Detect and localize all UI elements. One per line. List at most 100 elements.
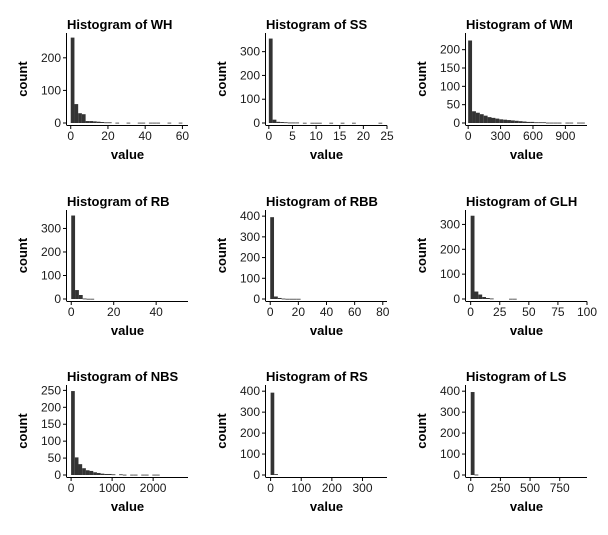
histogram-bar-wm-21	[549, 122, 554, 124]
y-tick-label-nbs-1: 50	[48, 451, 62, 465]
histogram-bar-wm-2	[475, 112, 480, 123]
histogram-bar-nbs-14	[130, 474, 134, 476]
y-axis-label-nbs: count	[15, 413, 30, 449]
histogram-bar-rbb-2	[277, 297, 282, 299]
histogram-bar-ss-1	[272, 119, 277, 123]
histogram-bar-wm-14	[522, 121, 527, 123]
y-axis-label-rb: count	[15, 237, 30, 273]
x-axis-label-rb: value	[111, 323, 144, 338]
histogram-bar-nbs-12	[119, 474, 123, 476]
histogram-bar-ss-9	[310, 122, 315, 124]
histogram-bar-wm-11	[510, 120, 515, 123]
panel-nbs: Histogram of NBS 0 50 100 150 200 250 0 1000 2000…	[15, 369, 188, 514]
histogram-bar-wh-1	[74, 104, 79, 123]
histogram-bar-wh-13	[137, 122, 142, 124]
histogram-bar-ss-6	[291, 122, 296, 124]
panel-glh: Histogram of GLH 0 100 200 300 0 25 50 75 100 valu…	[414, 194, 597, 338]
histogram-bar-rbb-0	[270, 217, 275, 299]
histogram-bar-nbs-3	[82, 468, 86, 475]
chart-title-rb: Histogram of RB	[67, 194, 170, 209]
histogram-bar-wh-6	[93, 121, 97, 123]
chart-title-wm: Histogram of WM	[466, 17, 573, 32]
x-tick-label-glh-2: 50	[522, 305, 536, 319]
y-tick-label-nbs-4: 200	[41, 400, 61, 414]
panel-wh: Histogram of WH 0 100 200 0 20 40 60 value count	[15, 17, 189, 162]
y-tick-label-rbb-4: 400	[240, 209, 260, 223]
y-tick-label-nbs-5: 250	[41, 383, 61, 397]
y-tick-label-wm-1: 50	[447, 98, 461, 112]
x-tick-label-rbb-3: 60	[348, 305, 362, 319]
histogram-bar-ss-5	[287, 122, 292, 124]
x-tick-label-wh-2: 40	[139, 129, 153, 143]
histogram-bar-wm-5	[487, 117, 492, 123]
y-tick-label-wm-2: 100	[440, 79, 460, 93]
y-tick-label-wh-0: 0	[54, 116, 61, 130]
panel-rbb: Histogram of RBB 0 100 200 300 400 0 20 40 60 80 va…	[214, 194, 390, 338]
y-tick-label-glh-1: 100	[440, 267, 460, 281]
x-tick-label-rb-2: 40	[149, 305, 163, 319]
y-axis-label-rbb: count	[214, 237, 229, 273]
y-tick-label-rb-3: 300	[41, 221, 61, 235]
histogram-bar-rbb-6	[293, 298, 297, 300]
histogram-bar-rbb-5	[289, 298, 294, 300]
y-tick-label-wh-1: 100	[41, 83, 61, 97]
y-tick-label-rs-3: 300	[240, 405, 260, 419]
y-tick-label-ls-2: 200	[440, 426, 460, 440]
histogram-bar-ss-11	[317, 122, 322, 124]
histogram-bar-nbs-18	[152, 474, 157, 476]
histogram-bar-nbs-1	[74, 457, 79, 475]
histogram-bar-wm-15	[526, 121, 531, 123]
x-tick-label-wm-1: 300	[491, 129, 511, 143]
histogram-bar-nbs-6	[93, 472, 97, 475]
histogram-bar-rb-0	[71, 215, 76, 299]
x-tick-label-wh-0: 0	[67, 129, 74, 143]
y-tick-label-wh-2: 200	[41, 51, 61, 65]
histogram-bar-rbb-3	[281, 298, 286, 300]
y-tick-label-ss-1: 100	[240, 92, 260, 106]
y-tick-label-rb-0: 0	[54, 292, 61, 306]
histogram-bar-ss-3	[280, 122, 284, 123]
x-tick-label-rbb-2: 40	[320, 305, 334, 319]
histogram-bar-rb-2	[78, 295, 83, 299]
x-axis-label-rs: value	[310, 499, 343, 514]
histogram-bar-wm-9	[503, 119, 508, 123]
histogram-bar-ss-4	[283, 122, 288, 124]
panel-rs: Histogram of RS 0 100 200 300 400 0 100 200 300 va…	[214, 369, 387, 514]
y-tick-label-wm-3: 150	[440, 61, 460, 75]
histogram-bar-wm-16	[530, 121, 535, 123]
x-tick-label-glh-1: 25	[493, 305, 507, 319]
histogram-bar-ss-2	[276, 121, 281, 123]
histogram-bar-wh-18	[167, 122, 172, 124]
histogram-bar-wm-23	[557, 122, 562, 124]
chart-title-glh: Histogram of GLH	[466, 194, 577, 209]
histogram-bar-wh-5	[89, 121, 94, 123]
x-tick-label-glh-4: 100	[577, 305, 597, 319]
x-axis-label-rbb: value	[310, 323, 343, 338]
y-tick-label-ss-3: 300	[240, 45, 260, 59]
x-tick-label-glh-0: 0	[467, 305, 474, 319]
x-tick-label-rs-0: 0	[267, 481, 274, 495]
histogram-bar-wh-9	[104, 122, 108, 124]
histogram-bar-nbs-8	[100, 473, 105, 475]
y-tick-label-ls-0: 0	[453, 468, 460, 482]
histogram-bar-nbs-9	[104, 473, 109, 475]
histogram-bar-wm-13	[518, 121, 523, 123]
y-tick-label-glh-2: 200	[440, 242, 460, 256]
y-axis-label-wh: count	[15, 61, 30, 97]
y-tick-label-rbb-3: 300	[240, 230, 260, 244]
chart-title-rs: Histogram of RS	[266, 369, 368, 384]
y-tick-label-wm-4: 200	[440, 43, 460, 57]
y-tick-label-ls-3: 300	[440, 405, 460, 419]
x-tick-label-nbs-2: 2000	[140, 481, 167, 495]
x-tick-label-ss-3: 15	[333, 129, 347, 143]
histogram-bar-nbs-4	[85, 470, 90, 475]
histogram-bar-rb-4	[86, 298, 91, 300]
x-axis-label-nbs: value	[111, 499, 144, 514]
histogram-bar-rb-1	[75, 290, 79, 299]
histogram-bar-nbs-0	[71, 391, 75, 475]
x-tick-label-rb-1: 20	[107, 305, 121, 319]
panel-ls: Histogram of LS 0 100 200 300 400 0 250 500 750 va…	[414, 369, 587, 514]
histogram-bar-wm-0	[468, 40, 473, 123]
chart-title-rbb: Histogram of RBB	[266, 194, 378, 209]
